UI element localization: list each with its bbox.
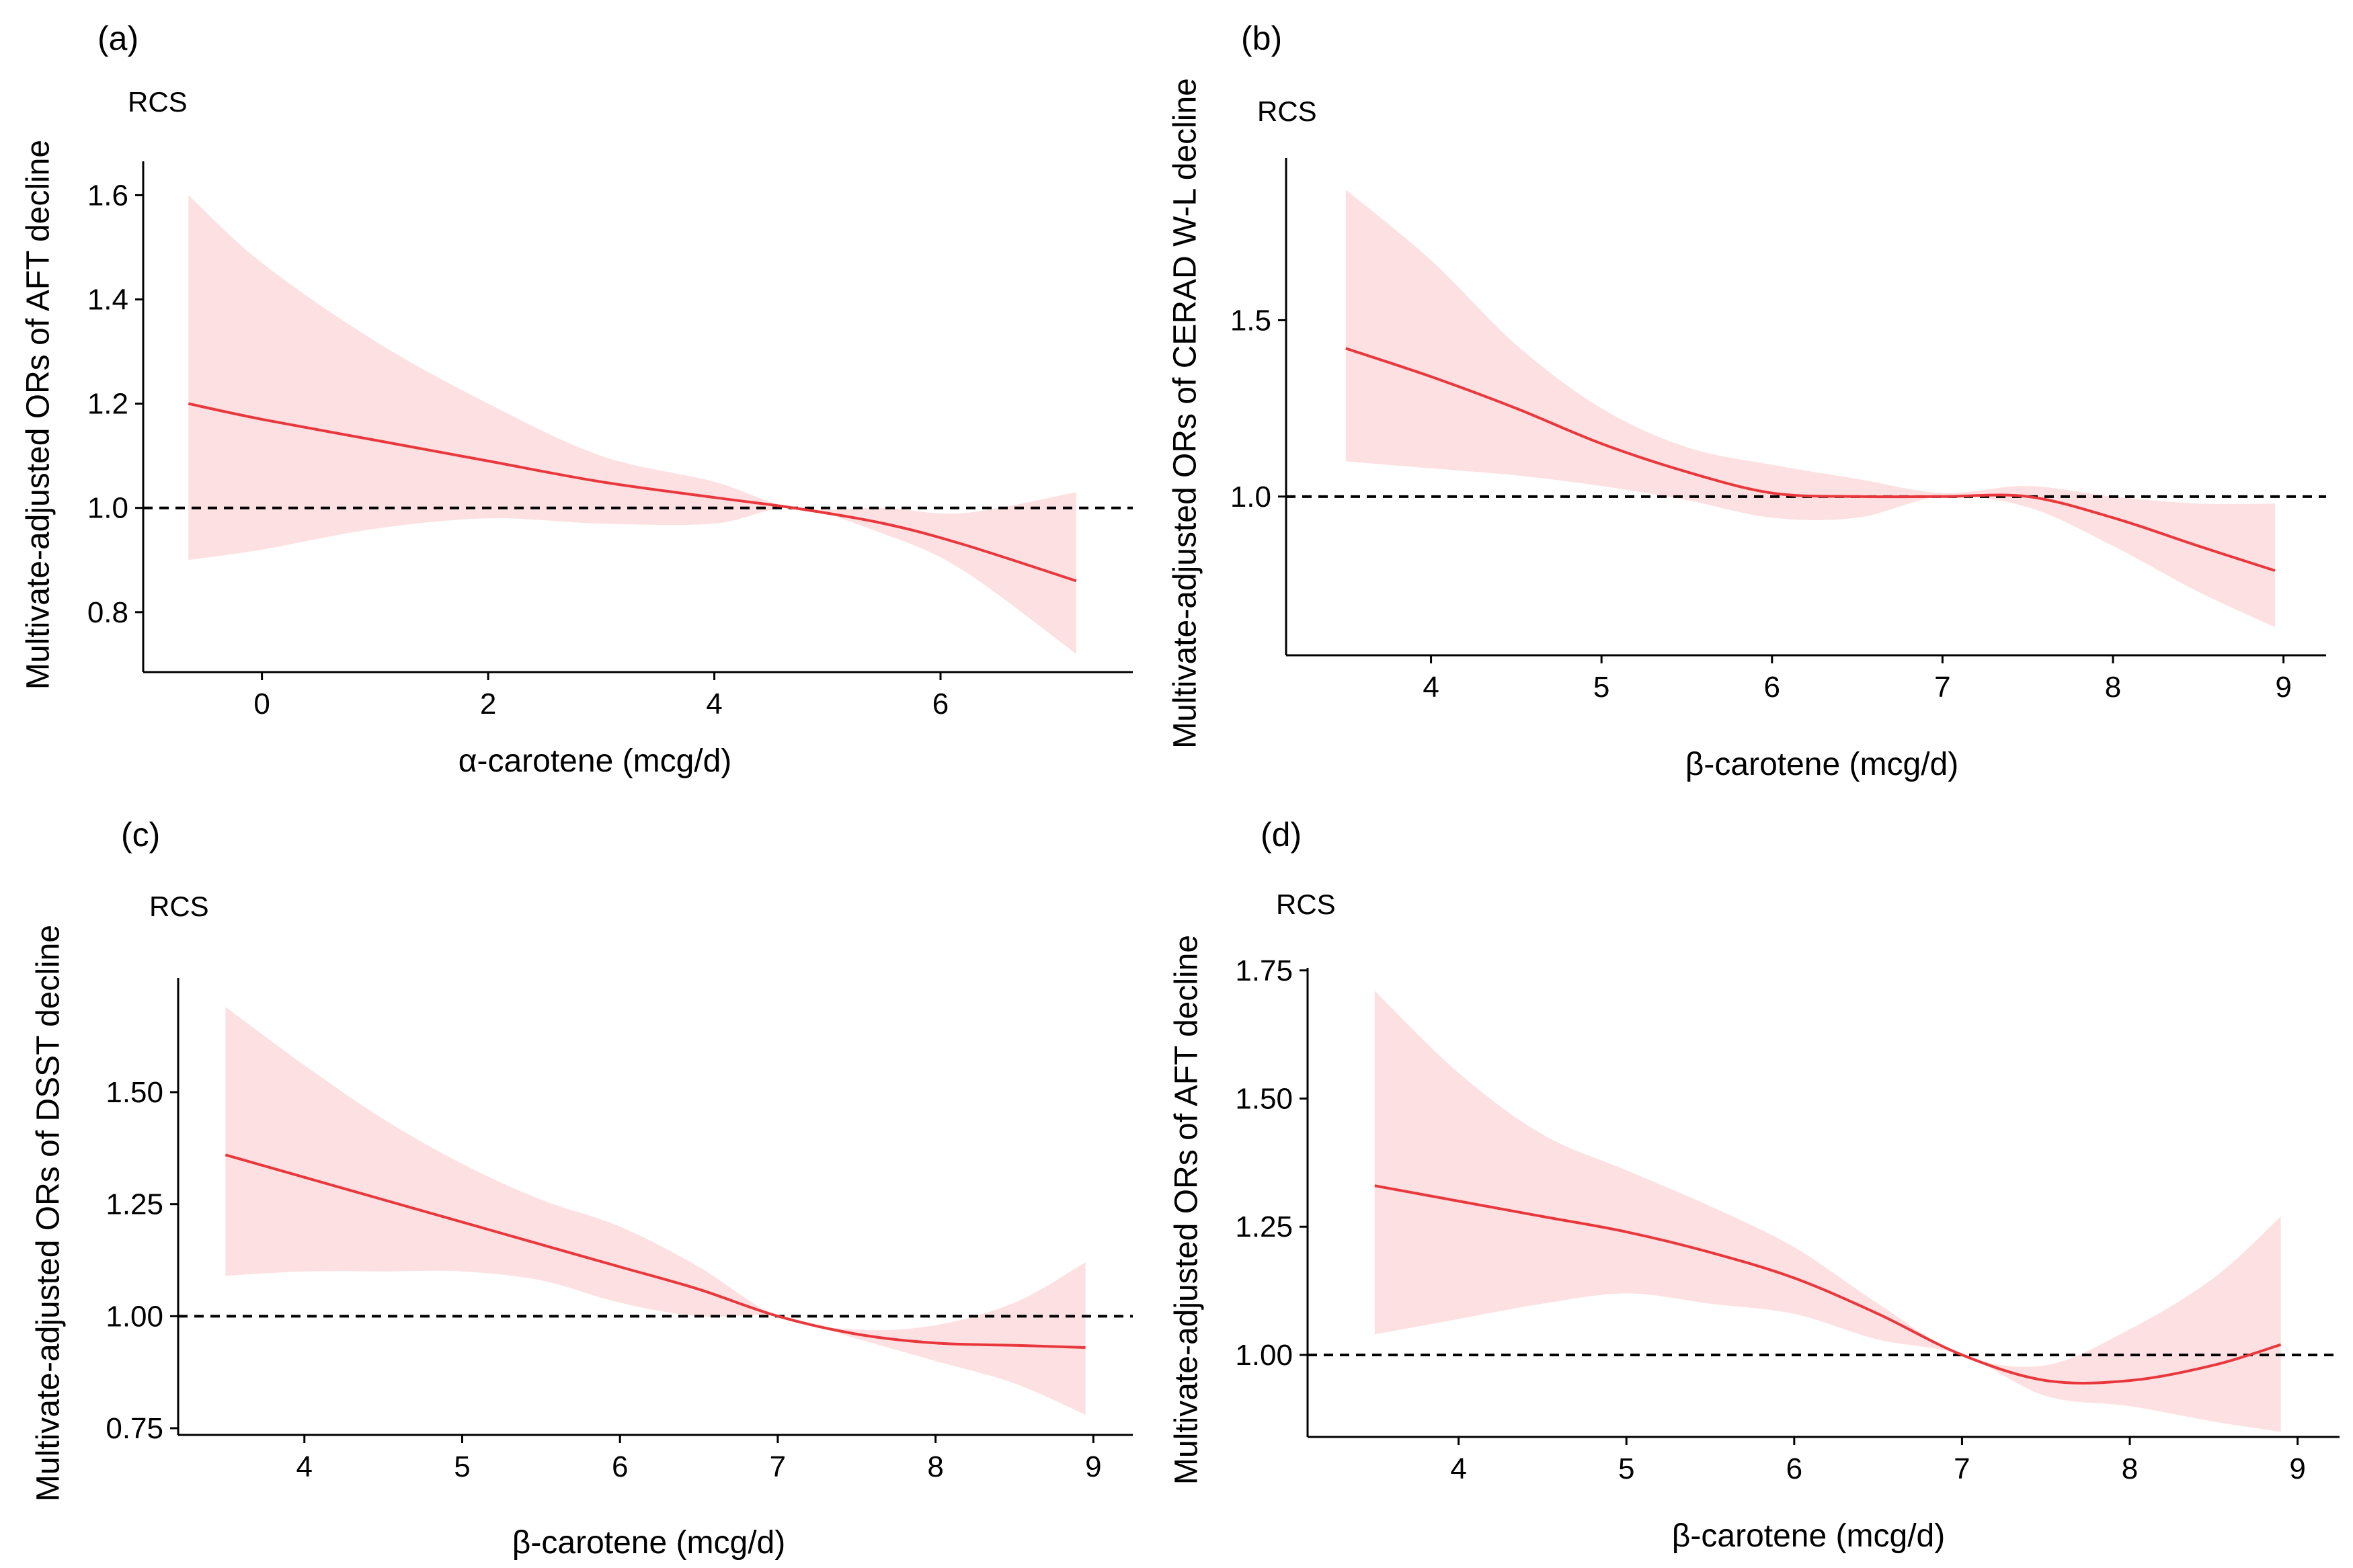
x-tick-label: 4 xyxy=(1450,1452,1466,1485)
rcs-label: RCS xyxy=(1276,889,1336,920)
x-tick-label: 7 xyxy=(1954,1452,1970,1485)
or-curve xyxy=(1374,1184,2282,1385)
y-tick-label: 1.50 xyxy=(1235,1083,1293,1116)
x-tick-label: 5 xyxy=(1618,1452,1634,1485)
x-tick-label: 9 xyxy=(1085,1450,1101,1483)
y-tick-label: 1.00 xyxy=(106,1300,163,1333)
x-tick-label: 4 xyxy=(296,1450,313,1483)
panel-label: (a) xyxy=(97,19,139,57)
y-tick-label: 1.0 xyxy=(87,492,128,525)
x-tick-label: 7 xyxy=(770,1450,786,1483)
y-tick-label: 1.25 xyxy=(106,1188,163,1221)
or-curve xyxy=(1345,347,2276,572)
x-tick-label: 6 xyxy=(1786,1452,1802,1485)
x-tick-label: 4 xyxy=(1423,671,1439,704)
x-tick-label: 8 xyxy=(927,1450,943,1483)
x-axis-label: β-carotene (mcg/d) xyxy=(512,1525,786,1561)
x-tick-label: 6 xyxy=(932,688,949,720)
rcs-label: RCS xyxy=(128,86,188,118)
y-tick-label: 0.75 xyxy=(106,1412,163,1445)
panel-label: (b) xyxy=(1241,19,1283,57)
x-tick-label: 5 xyxy=(454,1450,470,1483)
y-tick-label: 1.25 xyxy=(1235,1210,1293,1243)
x-tick-label: 8 xyxy=(2122,1452,2138,1485)
x-tick-label: 7 xyxy=(1934,671,1950,704)
y-tick-label: 1.75 xyxy=(1235,954,1293,987)
x-tick-label: 4 xyxy=(706,688,722,720)
confidence-band xyxy=(225,1007,1086,1415)
x-axis-label: β-carotene (mcg/d) xyxy=(1685,747,1959,782)
x-axis-label: α-carotene (mcg/d) xyxy=(458,743,732,779)
y-tick-label: 0.8 xyxy=(87,596,128,629)
x-tick-label: 8 xyxy=(2105,671,2121,704)
x-tick-label: 9 xyxy=(2275,671,2291,704)
rcs-label: RCS xyxy=(1257,95,1317,127)
x-axis-label: β-carotene (mcg/d) xyxy=(1671,1518,1946,1554)
x-tick-label: 0 xyxy=(253,688,270,720)
y-tick-label: 1.4 xyxy=(87,284,128,317)
rcs-label: RCS xyxy=(149,891,209,922)
or-curve xyxy=(225,1153,1086,1349)
confidence-band xyxy=(1374,991,2281,1432)
y-tick-label: 1.50 xyxy=(106,1076,163,1109)
y-tick-label: 1.2 xyxy=(87,388,128,421)
x-tick-label: 6 xyxy=(1764,671,1780,704)
or-curve xyxy=(188,402,1077,583)
confidence-band xyxy=(188,195,1076,654)
x-tick-label: 5 xyxy=(1593,671,1609,704)
panel-label: (c) xyxy=(121,816,161,854)
x-tick-label: 9 xyxy=(2289,1452,2305,1485)
y-tick-label: 1.6 xyxy=(87,179,128,212)
x-tick-label: 6 xyxy=(612,1450,628,1483)
panel-label: (d) xyxy=(1261,816,1302,854)
y-tick-label: 1.0 xyxy=(1230,481,1271,513)
y-tick-label: 1.00 xyxy=(1235,1339,1293,1372)
y-tick-label: 1.5 xyxy=(1230,304,1271,337)
confidence-band xyxy=(1345,190,2275,627)
x-tick-label: 2 xyxy=(480,688,496,720)
